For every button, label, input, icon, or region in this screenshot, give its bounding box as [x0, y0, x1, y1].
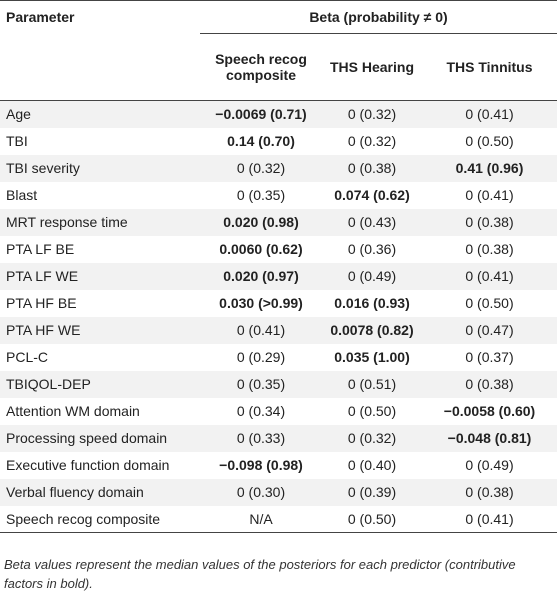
cell: 0.030 (>0.99): [219, 295, 303, 311]
cell: 0.020 (0.98): [223, 214, 299, 230]
table-row: PTA LF WE 0.020 (0.97) 0 (0.49) 0 (0.41): [0, 262, 557, 290]
cell: 0 (0.49): [465, 457, 514, 473]
cell: 0 (0.49): [347, 268, 397, 284]
table-row: TBI severity 0 (0.32) 0 (0.38) 0.41 (0.96): [0, 154, 557, 182]
column-header: THS Tinnitus: [446, 59, 533, 75]
cell: 0 (0.40): [347, 457, 397, 473]
cell: 0 (0.32): [236, 160, 286, 176]
cell: 0 (0.30): [236, 484, 286, 500]
row-label: Blast: [6, 187, 38, 203]
row-label: TBIQOL-DEP: [6, 376, 91, 392]
cell: 0 (0.35): [236, 187, 286, 203]
cell: 0 (0.37): [465, 349, 514, 365]
cell: 0 (0.33): [236, 430, 286, 446]
table-body: Age −0.0069 (0.71) 0 (0.32) 0 (0.41) TBI 0.14…: [0, 100, 557, 533]
results-table: Parameter Beta (probability ≠ 0) Speech …: [0, 0, 557, 533]
cell: 0 (0.39): [347, 484, 397, 500]
row-label: Processing speed domain: [6, 430, 168, 446]
row-label: TBI severity: [6, 160, 80, 176]
cell: 0.41 (0.96): [455, 160, 524, 176]
cell: 0 (0.32): [347, 106, 397, 123]
table-row: PTA LF BE 0.0060 (0.62) 0 (0.36) 0 (0.38): [0, 236, 557, 263]
table-row: Blast 0 (0.35) 0.074 (0.62) 0 (0.41): [0, 182, 557, 209]
cell: 0 (0.50): [347, 510, 397, 527]
row-label: PTA HF WE: [6, 322, 81, 338]
cell: −0.0058 (0.60): [443, 403, 536, 419]
cell: 0.0060 (0.62): [219, 241, 303, 257]
cell: 0 (0.41): [465, 510, 514, 527]
cell: 0.14 (0.70): [227, 133, 295, 149]
cell: 0 (0.38): [465, 376, 514, 392]
table-row: Processing speed domain 0 (0.33) 0 (0.32) −…: [0, 424, 557, 452]
cell: 0 (0.38): [465, 241, 514, 257]
row-label: PTA HF BE: [6, 295, 77, 311]
cell: 0 (0.51): [347, 376, 397, 392]
table-row: Speech recog composite N/A 0 (0.50) 0 (0.41…: [0, 506, 557, 533]
row-label: TBI: [6, 133, 28, 149]
cell: 0.016 (0.93): [334, 295, 410, 311]
table-row: PCL-C 0 (0.29) 0.035 (1.00) 0 (0.37): [0, 344, 557, 371]
table-row: Verbal fluency domain 0 (0.30) 0 (0.39) 0 (…: [0, 478, 557, 506]
row-label: MRT response time: [6, 214, 128, 230]
column-header: THS Hearing: [329, 59, 414, 75]
cell: 0 (0.35): [236, 376, 286, 392]
table-row: TBI 0.14 (0.70) 0 (0.32) 0 (0.50): [0, 128, 557, 155]
cell: −0.0069 (0.71): [215, 106, 307, 123]
cell: 0 (0.38): [465, 214, 514, 230]
cell: 0 (0.38): [347, 160, 397, 176]
cell: 0 (0.43): [347, 214, 397, 230]
cell: 0 (0.47): [465, 322, 514, 338]
cell: −0.098 (0.98): [219, 457, 303, 473]
row-label: PTA LF WE: [6, 268, 79, 284]
cell: 0.0078 (0.82): [330, 322, 414, 338]
row-label: PTA LF BE: [6, 241, 75, 257]
table-row: Age −0.0069 (0.71) 0 (0.32) 0 (0.41): [0, 100, 557, 128]
table-row: Executive function domain −0.098 (0.98) 0 …: [0, 452, 557, 479]
cell: 0.074 (0.62): [334, 187, 410, 203]
cell: 0 (0.32): [347, 133, 397, 149]
cell: 0 (0.50): [465, 133, 514, 149]
table-row: PTA HF WE 0 (0.41) 0.0078 (0.82) 0 (0.47): [0, 316, 557, 344]
column-header: Speech recog composite: [215, 51, 307, 83]
row-label: Verbal fluency domain: [6, 484, 144, 500]
row-label: Speech recog composite: [6, 510, 161, 527]
row-label: Executive function domain: [6, 457, 170, 473]
table-row: Attention WM domain 0 (0.34) 0 (0.50) −0.00…: [0, 398, 557, 425]
cell: −0.048 (0.81): [447, 430, 532, 446]
cell: 0 (0.34): [236, 403, 286, 419]
cell: 0 (0.38): [465, 484, 514, 500]
cell: 0 (0.41): [236, 322, 286, 338]
cell: 0 (0.41): [465, 106, 514, 123]
cell: N/A: [249, 510, 273, 527]
table-row: TBIQOL-DEP 0 (0.35) 0 (0.51) 0 (0.38): [0, 370, 557, 398]
row-label: Attention WM domain: [6, 403, 140, 419]
table-row: MRT response time 0.020 (0.98) 0 (0.43) 0 (…: [0, 208, 557, 236]
cell: 0 (0.36): [347, 241, 397, 257]
cell: 0 (0.41): [465, 187, 514, 203]
row-label: Age: [6, 106, 31, 123]
cell: 0 (0.32): [347, 430, 397, 446]
parameter-header: Parameter: [6, 9, 75, 26]
cell: 0 (0.29): [236, 349, 286, 365]
cell: 0 (0.50): [465, 295, 514, 311]
cell: 0 (0.50): [347, 403, 397, 419]
cell: 0 (0.41): [465, 268, 514, 284]
footnote: Beta values represent the median values …: [4, 557, 516, 591]
cell: 0.035 (1.00): [334, 349, 410, 365]
table-row: PTA HF BE 0.030 (>0.99) 0.016 (0.93) 0 (0.5…: [0, 290, 557, 317]
group-header: Beta (probability ≠ 0): [200, 0, 557, 34]
cell: 0.020 (0.97): [223, 268, 299, 284]
row-label: PCL-C: [6, 349, 49, 365]
